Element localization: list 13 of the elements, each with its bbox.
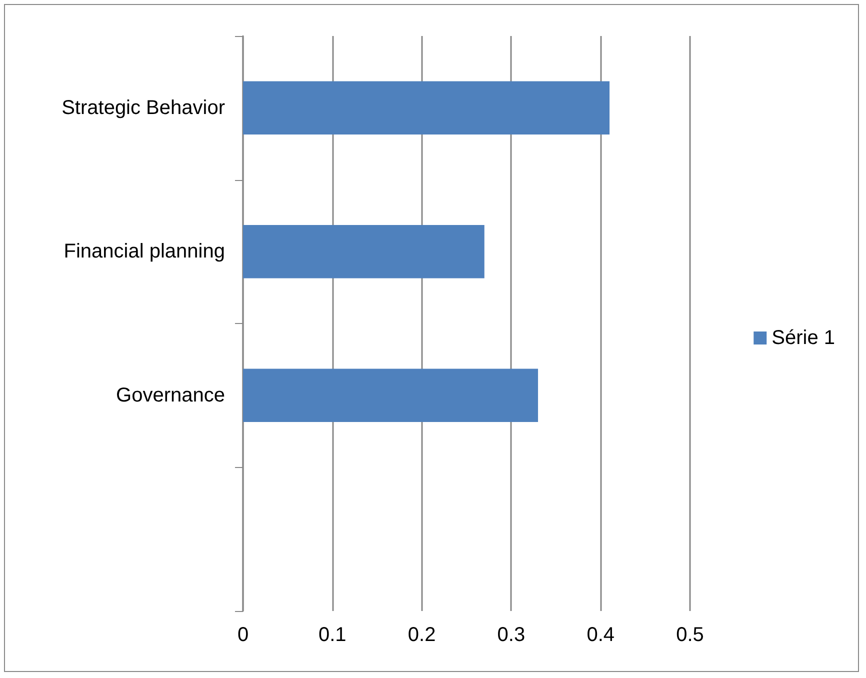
x-tick-label: 0.2 [408,624,436,646]
x-tick-label: 0.4 [586,624,615,646]
legend-label: Série 1 [772,327,836,349]
y-tick-label: Strategic Behavior [62,96,226,119]
y-tick-label: Financial planning [64,240,225,263]
x-tick-label: 0.5 [676,624,704,646]
bar [243,368,538,422]
bar [243,225,484,278]
x-tick-label: 0.1 [318,624,346,646]
x-tick-label: 0.3 [497,624,526,646]
x-tick-label: 0 [237,624,249,646]
y-tick-label: Governance [116,384,225,406]
bar [243,81,610,134]
